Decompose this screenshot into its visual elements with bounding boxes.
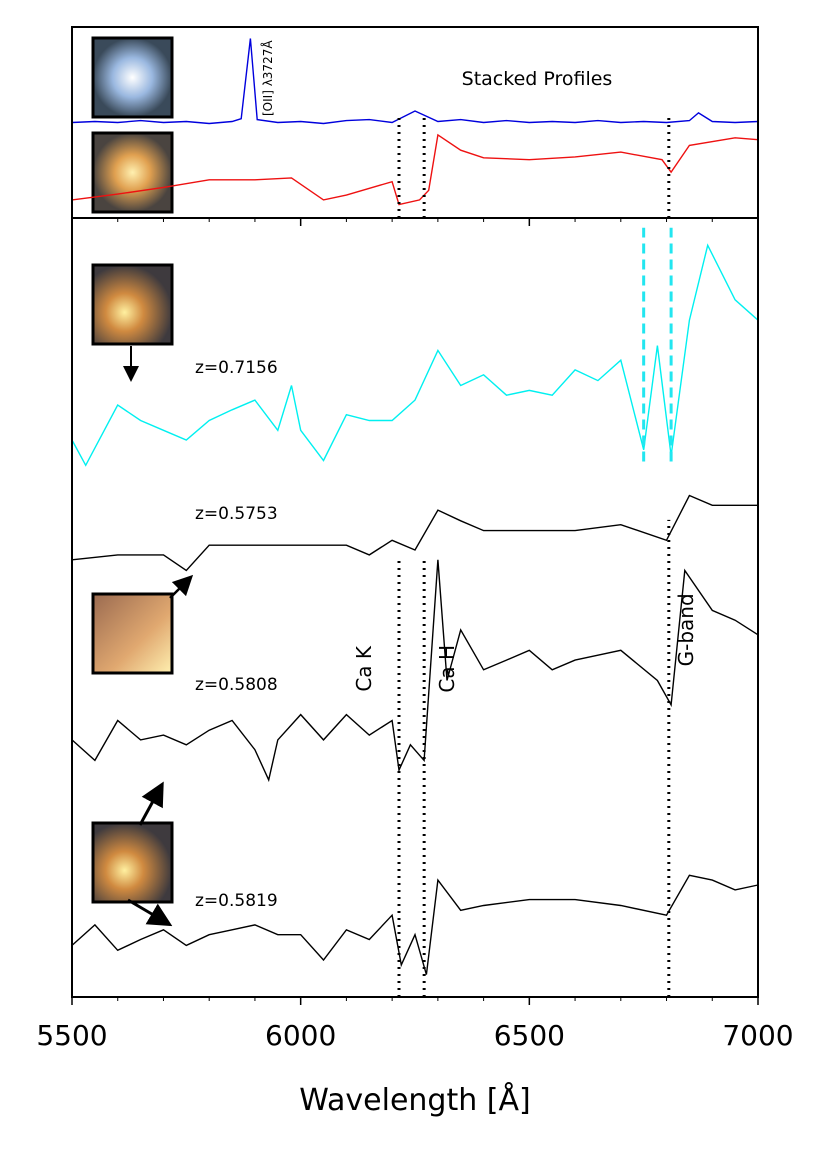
x-tick-label: 7000 <box>722 1019 793 1052</box>
arrow <box>169 574 194 599</box>
thumbnail <box>91 131 174 214</box>
redshift-label: z=0.5819 <box>195 891 278 911</box>
spectrum-line <box>71 559 759 783</box>
thumbnail <box>91 36 174 119</box>
thumbnail <box>91 592 174 675</box>
thumbnails <box>91 36 194 927</box>
line-label: G-band <box>674 593 698 666</box>
x-axis-label: Wavelength [Å] <box>299 1082 530 1118</box>
line-label: Ca K <box>352 645 376 692</box>
spectrum-line <box>71 874 759 975</box>
thumbnail <box>91 821 174 904</box>
axes-frame <box>71 217 759 998</box>
thumbnail <box>91 263 174 346</box>
line-annotation: [OII] λ3727Å <box>260 40 275 116</box>
redshift-label: z=0.5753 <box>195 504 278 524</box>
x-tick-label: 6000 <box>265 1019 336 1052</box>
x-tick-label: 5500 <box>36 1019 107 1052</box>
arrow <box>138 781 164 826</box>
spectrum-line <box>71 243 759 467</box>
arrow <box>127 898 173 927</box>
redshift-label: z=0.7156 <box>195 358 278 378</box>
spectrum-line <box>71 494 758 572</box>
x-tick-label: 6500 <box>494 1019 565 1052</box>
spectrum-line <box>71 38 759 125</box>
line-label: Ca H <box>435 645 459 693</box>
panel-title: Stacked Profiles <box>462 68 613 90</box>
spectrum-line <box>71 133 759 206</box>
redshift-label: z=0.5808 <box>195 675 278 695</box>
